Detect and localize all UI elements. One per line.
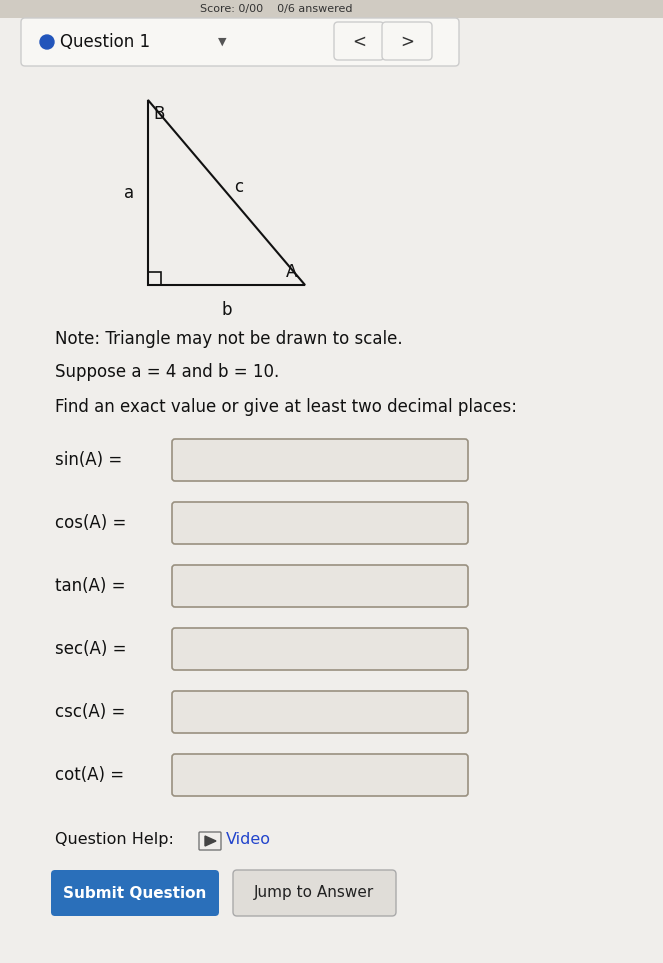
Text: cot(A) =: cot(A) = xyxy=(55,766,124,784)
Text: tan(A) =: tan(A) = xyxy=(55,577,125,595)
Circle shape xyxy=(40,35,54,49)
FancyBboxPatch shape xyxy=(21,18,459,66)
Text: a: a xyxy=(124,184,134,201)
FancyBboxPatch shape xyxy=(172,439,468,481)
Text: Question 1: Question 1 xyxy=(60,33,150,51)
Text: ▼: ▼ xyxy=(217,37,226,47)
Text: Question Help:: Question Help: xyxy=(55,832,174,847)
Polygon shape xyxy=(205,836,216,846)
Bar xyxy=(0,0,663,18)
Text: c: c xyxy=(235,178,243,196)
Text: Video: Video xyxy=(226,832,271,847)
Text: cos(A) =: cos(A) = xyxy=(55,514,127,532)
Text: Submit Question: Submit Question xyxy=(63,886,207,900)
Text: Find an exact value or give at least two decimal places:: Find an exact value or give at least two… xyxy=(55,398,517,416)
FancyBboxPatch shape xyxy=(382,22,432,60)
FancyBboxPatch shape xyxy=(172,565,468,607)
FancyBboxPatch shape xyxy=(51,870,219,916)
Text: B: B xyxy=(153,105,164,123)
FancyBboxPatch shape xyxy=(233,870,396,916)
Text: A: A xyxy=(286,263,297,281)
Text: Jump to Answer: Jump to Answer xyxy=(254,886,374,900)
Text: b: b xyxy=(221,301,232,319)
FancyBboxPatch shape xyxy=(334,22,384,60)
Text: Suppose a = 4 and b = 10.: Suppose a = 4 and b = 10. xyxy=(55,363,279,381)
Text: >: > xyxy=(400,33,414,51)
Text: sec(A) =: sec(A) = xyxy=(55,640,127,658)
Text: sin(A) =: sin(A) = xyxy=(55,451,122,469)
Text: Note: Triangle may not be drawn to scale.: Note: Triangle may not be drawn to scale… xyxy=(55,330,402,348)
Text: csc(A) =: csc(A) = xyxy=(55,703,125,721)
FancyBboxPatch shape xyxy=(172,754,468,796)
Text: <: < xyxy=(352,33,366,51)
Bar xyxy=(148,272,161,285)
FancyBboxPatch shape xyxy=(172,691,468,733)
Text: Score: 0/00    0/6 answered: Score: 0/00 0/6 answered xyxy=(200,4,353,14)
FancyBboxPatch shape xyxy=(172,628,468,670)
FancyBboxPatch shape xyxy=(199,832,221,850)
FancyBboxPatch shape xyxy=(172,502,468,544)
